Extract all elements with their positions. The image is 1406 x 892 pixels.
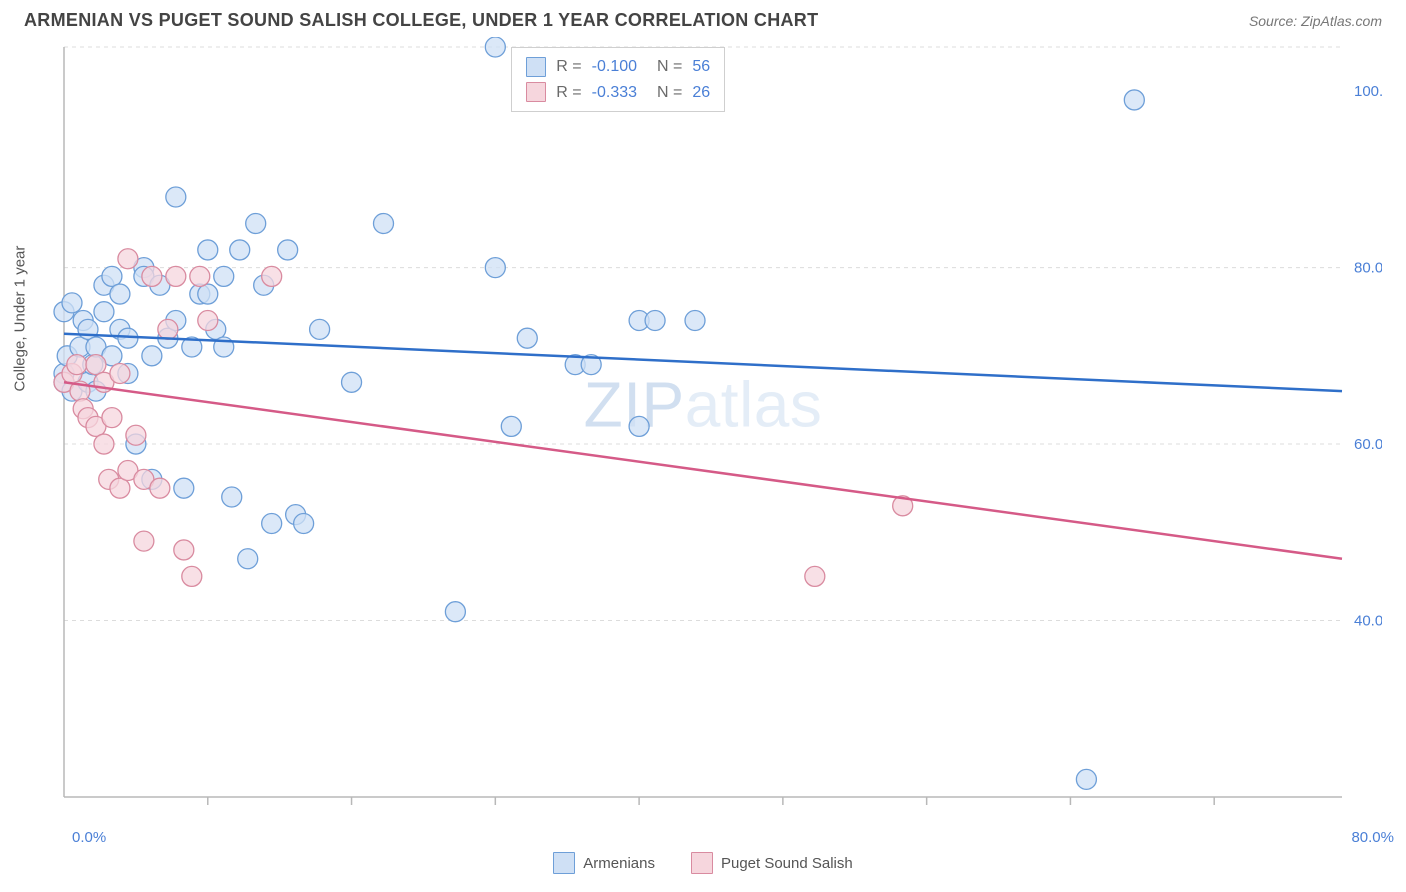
svg-text:100.0%: 100.0% bbox=[1354, 83, 1382, 100]
stat-n-value: 56 bbox=[692, 54, 710, 80]
legend-swatch bbox=[526, 57, 546, 77]
legend-label: Puget Sound Salish bbox=[721, 855, 853, 872]
x-axis-max: 80.0% bbox=[1351, 829, 1394, 846]
stat-n-label: N = bbox=[657, 54, 682, 80]
chart-container: College, Under 1 year ZIPatlas40.0%60.0%… bbox=[24, 37, 1382, 874]
stat-r-label: R = bbox=[556, 54, 581, 80]
x-axis-range: 0.0% 80.0% bbox=[64, 827, 1402, 846]
chart-header: ARMENIAN VS PUGET SOUND SALISH COLLEGE, … bbox=[0, 0, 1406, 37]
stat-n-label: N = bbox=[657, 80, 682, 106]
stats-row: R = -0.100 N = 56 bbox=[526, 54, 710, 80]
stat-n-value: 26 bbox=[692, 80, 710, 106]
stat-r-value: -0.100 bbox=[592, 54, 637, 80]
legend-swatch bbox=[691, 852, 713, 874]
chart-title: ARMENIAN VS PUGET SOUND SALISH COLLEGE, … bbox=[24, 10, 818, 31]
legend-item: Armenians bbox=[553, 852, 655, 874]
svg-text:60.0%: 60.0% bbox=[1354, 436, 1382, 453]
legend-swatch bbox=[553, 852, 575, 874]
stat-r-label: R = bbox=[556, 80, 581, 106]
legend-item: Puget Sound Salish bbox=[691, 852, 853, 874]
correlation-stats-box: R = -0.100 N = 56 R = -0.333 N = 26 bbox=[511, 47, 725, 112]
legend-label: Armenians bbox=[583, 855, 655, 872]
svg-text:40.0%: 40.0% bbox=[1354, 613, 1382, 630]
legend-swatch bbox=[526, 82, 546, 102]
stat-r-value: -0.333 bbox=[592, 80, 637, 106]
chart-legend: Armenians Puget Sound Salish bbox=[24, 852, 1382, 874]
x-axis-min: 0.0% bbox=[72, 829, 106, 846]
svg-text:80.0%: 80.0% bbox=[1354, 260, 1382, 277]
svg-text:ZIPatlas: ZIPatlas bbox=[584, 368, 823, 440]
stats-row: R = -0.333 N = 26 bbox=[526, 80, 710, 106]
y-axis-label: College, Under 1 year bbox=[12, 245, 29, 391]
scatter-chart: ZIPatlas 40.0% 60.0% 80.0% 100.0% bbox=[24, 37, 1382, 827]
chart-source: Source: ZipAtlas.com bbox=[1249, 13, 1382, 29]
